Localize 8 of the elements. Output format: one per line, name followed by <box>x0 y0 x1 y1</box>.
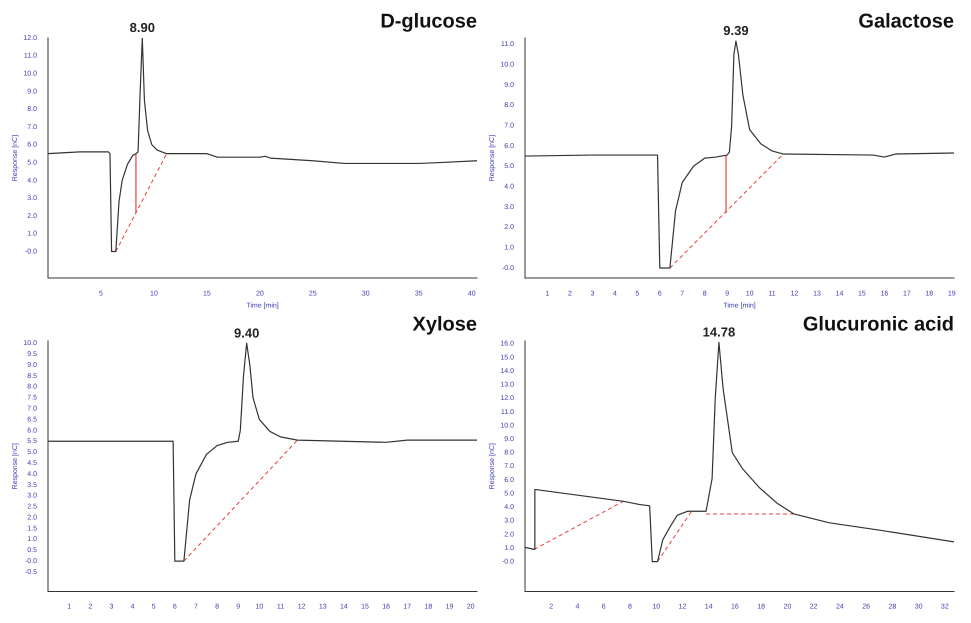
chart-title: Galactose <box>858 10 954 33</box>
annotation: 14.78 <box>702 324 736 340</box>
annotation: 9.40 <box>234 325 260 340</box>
chart-title: D-glucose <box>380 10 477 33</box>
chart-title: Xylose <box>412 314 477 336</box>
chart-title: Glucuronic acid <box>802 314 954 336</box>
annotation: 8.90 <box>130 20 155 36</box>
annotation: 9.39 <box>723 23 749 38</box>
